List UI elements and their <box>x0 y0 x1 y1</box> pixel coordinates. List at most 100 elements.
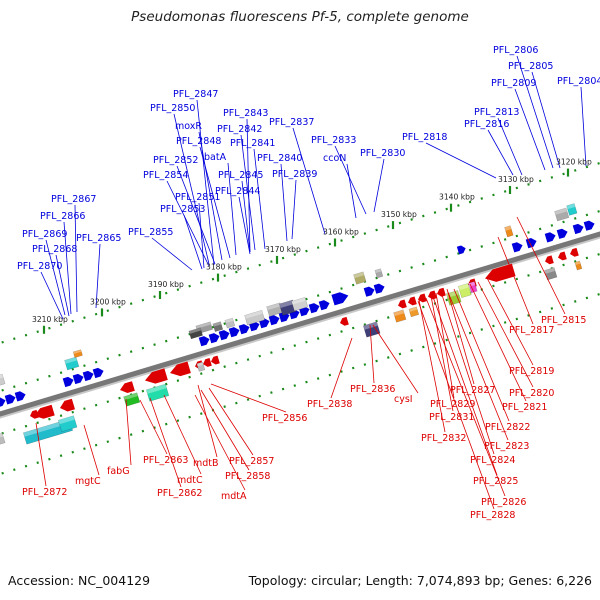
kbp-label: 3130 kbp <box>498 175 534 184</box>
gene-label-pfl_2845: PFL_2845 <box>218 170 263 181</box>
gene-label-pfl_2822: PFL_2822 <box>485 422 530 433</box>
leader-line <box>45 239 66 316</box>
reverse-gene <box>34 404 55 419</box>
reverse-gene <box>417 293 427 303</box>
accession-text: Accession: NC_004129 <box>8 573 151 588</box>
gene-label-pfl_2830: PFL_2830 <box>360 148 405 159</box>
forward-gene <box>198 336 210 347</box>
forward-gene <box>278 299 297 316</box>
leader-line <box>469 283 527 402</box>
leader-line <box>418 299 446 433</box>
forward-gene <box>72 349 83 358</box>
gene-label-pfl_2821: PFL_2821 <box>502 402 547 413</box>
forward-gene <box>92 367 104 379</box>
gene-label-pfl_2852: PFL_2852 <box>153 155 198 166</box>
gene-label-mdtc: mdtC <box>177 475 203 486</box>
gene-label-pfl_2804: PFL_2804 <box>557 76 600 87</box>
leader-line <box>149 397 182 488</box>
leader-line <box>291 179 297 240</box>
reverse-gene <box>544 267 558 281</box>
gene-label-ccon: ccoN <box>323 153 346 164</box>
gene-label-pfl_2863: PFL_2863 <box>143 455 188 466</box>
reverse-gene <box>468 281 478 294</box>
leader-line <box>430 295 454 412</box>
gene-label-mdta: mdtA <box>221 491 247 502</box>
leader-line <box>440 291 495 455</box>
leader-line <box>194 394 246 491</box>
kbp-label: 3180 kbp <box>206 263 242 272</box>
forward-gene <box>72 373 84 385</box>
leader-line <box>35 422 47 487</box>
gene-label-pfl_2858: PFL_2858 <box>225 471 270 482</box>
forward-gene <box>353 271 367 285</box>
forward-gene <box>572 223 584 235</box>
gene-label-pfl_2862: PFL_2862 <box>157 488 202 499</box>
reverse-gene <box>120 381 135 393</box>
leader-line <box>83 424 100 476</box>
forward-gene <box>308 303 320 314</box>
reverse-gene <box>397 299 407 309</box>
gene-label-pfl_2823: PFL_2823 <box>484 441 529 452</box>
forward-gene <box>64 356 80 371</box>
leader-line <box>246 118 251 253</box>
leader-line <box>63 221 72 315</box>
kbp-label: 3120 kbp <box>556 158 592 167</box>
gene-label-pfl_2843: PFL_2843 <box>223 108 268 119</box>
forward-gene <box>511 242 523 253</box>
leader-line <box>163 394 202 475</box>
kbp-label: 3140 kbp <box>439 193 475 202</box>
leader-line <box>208 387 254 456</box>
page-title: Pseudomonas fluorescens Pf-5, complete g… <box>131 9 469 25</box>
reverse-gene <box>557 251 567 261</box>
leader-line <box>431 293 498 476</box>
leader-line <box>369 324 375 384</box>
gene-label-mdtb: mdtB <box>193 458 219 469</box>
gene-label-pfl_2870: PFL_2870 <box>17 261 62 272</box>
gene-label-pfl_2857: PFL_2857 <box>229 456 274 467</box>
gene-label-pfl_2820: PFL_2820 <box>509 388 554 399</box>
gene-label-moxr: moxR <box>175 121 202 132</box>
forward-gene <box>208 333 220 344</box>
forward-gene <box>544 232 556 243</box>
leader-line <box>197 384 218 458</box>
gene-label-pfl_2825: PFL_2825 <box>473 476 518 487</box>
gene-label-pfl_2817: PFL_2817 <box>509 325 554 336</box>
forward-gene <box>0 373 6 387</box>
reverse-gene <box>408 306 420 318</box>
gene-label-pfl_2848: PFL_2848 <box>176 136 221 147</box>
leader-line <box>151 237 193 271</box>
leader-line <box>516 216 566 315</box>
forward-gene <box>583 220 595 231</box>
leader-line <box>241 180 251 253</box>
reverse-gene <box>570 247 579 257</box>
gene-label-pfl_2824: PFL_2824 <box>470 455 515 466</box>
leader-line <box>196 99 215 266</box>
gene-label-pfl_2867: PFL_2867 <box>51 194 96 205</box>
leader-line <box>176 165 216 265</box>
gene-label-pfl_2847: PFL_2847 <box>173 89 218 100</box>
leader-line <box>346 163 357 219</box>
forward-gene <box>266 302 284 317</box>
leader-line <box>292 127 326 235</box>
leader-line <box>139 399 168 455</box>
leader-line <box>514 88 546 171</box>
forward-gene <box>363 286 375 297</box>
gene-label-pfl_2841: PFL_2841 <box>230 138 275 149</box>
gene-label-pfl_2872: PFL_2872 <box>22 487 67 498</box>
leader-line <box>417 300 495 510</box>
forward-gene <box>318 300 330 311</box>
reverse-gene <box>0 432 6 446</box>
genome-stats-text: Topology: circular; Length: 7,074,893 bp… <box>248 573 592 588</box>
gene-label-pfl_2851: PFL_2851 <box>175 192 220 203</box>
reverse-gene <box>60 398 75 412</box>
gene-label-bata: batA <box>204 152 227 163</box>
gene-label-pfl_2818: PFL_2818 <box>402 132 447 143</box>
forward-gene <box>14 391 26 402</box>
gene-label-pfl_2829: PFL_2829 <box>430 399 475 410</box>
kbp-label: 3210 kbp <box>32 315 68 324</box>
gene-label-mgtc: mgtC <box>75 476 101 487</box>
leader-line <box>199 146 231 259</box>
gene-label-pfl_2828: PFL_2828 <box>470 510 515 521</box>
gene-label-pfl_2839: PFL_2839 <box>272 169 317 180</box>
forward-gene <box>331 292 349 306</box>
